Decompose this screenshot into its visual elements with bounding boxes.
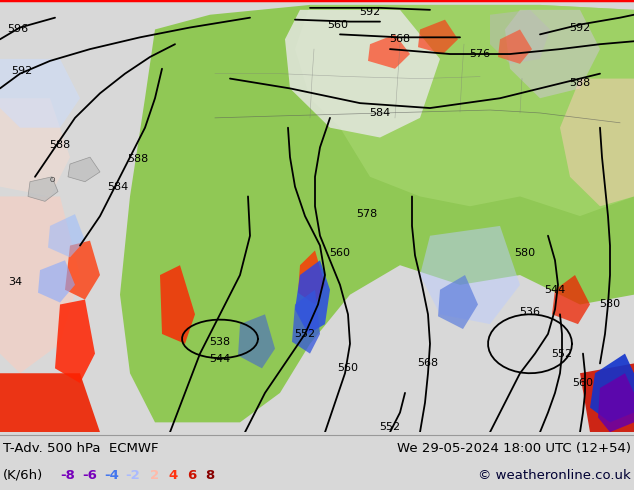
Text: -2: -2 [126, 468, 140, 482]
Text: 538: 538 [209, 337, 231, 347]
Polygon shape [120, 5, 634, 422]
Text: We 29-05-2024 18:00 UTC (12+54): We 29-05-2024 18:00 UTC (12+54) [397, 441, 631, 455]
Text: 4: 4 [169, 468, 178, 482]
Polygon shape [65, 241, 100, 299]
Polygon shape [285, 10, 440, 138]
Text: 588: 588 [569, 78, 591, 89]
Polygon shape [238, 314, 275, 368]
Polygon shape [418, 20, 458, 54]
Text: 552: 552 [379, 422, 401, 432]
Text: -6: -6 [82, 468, 98, 482]
Text: 568: 568 [417, 358, 439, 368]
Text: 8: 8 [205, 468, 215, 482]
Polygon shape [580, 364, 634, 432]
Text: 576: 576 [469, 49, 491, 59]
Polygon shape [68, 157, 100, 182]
Polygon shape [295, 5, 634, 216]
Text: 580: 580 [514, 248, 536, 258]
Polygon shape [552, 275, 590, 324]
Polygon shape [298, 250, 325, 304]
Polygon shape [438, 275, 478, 329]
Text: 536: 536 [519, 307, 541, 318]
Polygon shape [160, 265, 195, 344]
Polygon shape [420, 226, 520, 324]
Text: T-Adv. 500 hPa  ECMWF: T-Adv. 500 hPa ECMWF [3, 441, 158, 455]
Text: 2: 2 [150, 468, 160, 482]
Polygon shape [368, 34, 410, 69]
Text: -4: -4 [105, 468, 119, 482]
Text: 560: 560 [330, 248, 351, 258]
Text: 592: 592 [359, 7, 380, 17]
Text: 588: 588 [127, 154, 148, 164]
Polygon shape [0, 59, 80, 128]
Text: 560: 560 [328, 20, 349, 29]
Polygon shape [498, 29, 532, 64]
Polygon shape [0, 98, 70, 196]
Polygon shape [0, 373, 100, 432]
Text: 560: 560 [337, 364, 358, 373]
Polygon shape [490, 10, 550, 64]
Text: 560: 560 [573, 378, 593, 388]
Text: 552: 552 [294, 329, 316, 339]
Text: 584: 584 [107, 182, 129, 192]
Polygon shape [48, 214, 85, 257]
Polygon shape [55, 299, 95, 383]
Text: 592: 592 [11, 66, 32, 76]
Text: 34: 34 [8, 277, 22, 287]
Text: 568: 568 [389, 34, 411, 44]
Text: 578: 578 [356, 209, 378, 219]
Polygon shape [28, 177, 58, 201]
Polygon shape [292, 290, 320, 354]
Text: 584: 584 [370, 108, 391, 118]
Text: -8: -8 [61, 468, 75, 482]
Text: 552: 552 [552, 348, 573, 359]
Text: 596: 596 [8, 24, 29, 34]
Polygon shape [295, 260, 330, 334]
Text: (K/6h): (K/6h) [3, 468, 43, 482]
Text: O: O [49, 177, 55, 183]
Polygon shape [560, 78, 634, 206]
Polygon shape [505, 10, 600, 98]
Polygon shape [38, 260, 75, 302]
Polygon shape [0, 196, 80, 373]
Text: 6: 6 [188, 468, 197, 482]
Polygon shape [598, 373, 634, 432]
Text: © weatheronline.co.uk: © weatheronline.co.uk [478, 468, 631, 482]
Text: 588: 588 [49, 140, 70, 150]
Text: 544: 544 [545, 285, 566, 295]
Text: 592: 592 [569, 23, 591, 32]
Polygon shape [590, 354, 634, 422]
Text: 580: 580 [599, 299, 621, 310]
Text: 544: 544 [209, 353, 231, 364]
